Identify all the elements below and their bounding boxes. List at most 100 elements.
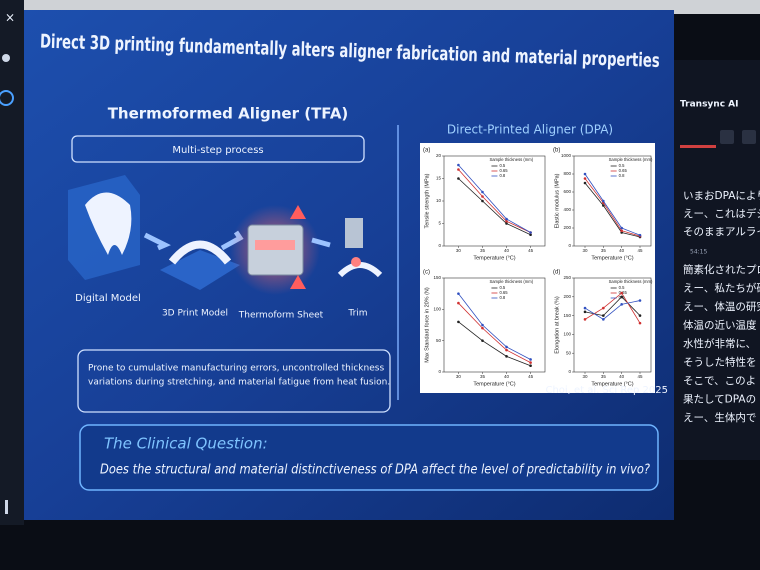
x-axis-label: Temperature (°C) bbox=[473, 255, 515, 261]
panel-label: (b) bbox=[553, 148, 560, 154]
series-line bbox=[458, 164, 531, 233]
transcript-line: えー、これはデジ bbox=[683, 207, 760, 220]
scroll-handle bbox=[5, 500, 8, 514]
panel-label: (d) bbox=[553, 270, 560, 276]
legend-label: 0.5 bbox=[619, 163, 625, 168]
x-tick-label: 35 bbox=[480, 374, 486, 379]
legend-label: 0.65 bbox=[619, 168, 628, 173]
data-point bbox=[583, 306, 587, 310]
series-line bbox=[458, 293, 531, 360]
data-point bbox=[529, 358, 532, 361]
transcript-line: 水性が非常に、 bbox=[683, 337, 756, 350]
arrow bbox=[311, 237, 331, 248]
transcript-line: 簡素化されたプロ bbox=[683, 263, 760, 276]
data-point bbox=[457, 320, 460, 324]
x-tick-label: 45 bbox=[637, 248, 643, 253]
x-tick-label: 30 bbox=[456, 248, 462, 253]
chart-group: (a) Tensile strength (MPa) Temperature (°C… bbox=[423, 148, 653, 388]
y-tick-label: 10 bbox=[436, 198, 442, 203]
x-tick-label: 30 bbox=[582, 248, 588, 253]
y-tick-label: 0 bbox=[568, 369, 571, 374]
process-box bbox=[71, 135, 365, 163]
data-point bbox=[583, 172, 587, 176]
y-tick-label: 400 bbox=[563, 207, 571, 212]
y-axis-label: Max Standard force in 20% (N) bbox=[424, 287, 430, 363]
thermoform-icon bbox=[230, 205, 320, 295]
y-tick-label: 800 bbox=[563, 171, 571, 176]
citation: Choi, et al. Sci Rep 2025 bbox=[545, 385, 668, 396]
y-tick-label: 15 bbox=[436, 176, 442, 181]
x-axis-label: Temperature (°C) bbox=[473, 381, 515, 387]
series-line bbox=[458, 169, 531, 233]
x-axis-label: Temperature (°C) bbox=[591, 381, 633, 387]
step-label: Digital Model bbox=[75, 293, 141, 304]
sidebar-title: Transync AI bbox=[680, 100, 738, 110]
series-line bbox=[458, 321, 531, 367]
x-tick-label: 45 bbox=[528, 248, 534, 253]
dpa-heading: Direct-Printed Aligner (DPA) bbox=[447, 123, 613, 137]
left-strip bbox=[0, 0, 24, 525]
data-point bbox=[505, 222, 508, 225]
data-point bbox=[505, 355, 508, 358]
legend-label: 0.65 bbox=[619, 290, 628, 295]
trim-icon bbox=[337, 218, 383, 278]
arrow bbox=[143, 232, 171, 251]
data-point bbox=[602, 306, 605, 310]
panel-label: (c) bbox=[423, 270, 430, 276]
data-point bbox=[457, 292, 460, 295]
pause-button[interactable] bbox=[720, 130, 734, 144]
legend-label: 0.65 bbox=[499, 168, 508, 173]
series-line bbox=[584, 182, 641, 238]
data-point bbox=[638, 314, 642, 317]
level-meter bbox=[680, 145, 716, 148]
data-point bbox=[457, 177, 460, 180]
question-label: The Clinical Question: bbox=[104, 435, 268, 453]
note-line: variations during stretching, and materi… bbox=[88, 378, 390, 388]
y-tick-label: 20 bbox=[436, 153, 442, 158]
data-point bbox=[505, 348, 508, 352]
transcript-line: そこで、このよ bbox=[683, 375, 756, 387]
question-box bbox=[79, 424, 659, 491]
series-line bbox=[584, 300, 641, 320]
user-icon[interactable] bbox=[2, 54, 10, 62]
legend-title: Sample thickness (mm) bbox=[489, 157, 533, 162]
y-tick-label: 0 bbox=[438, 243, 441, 248]
transcript-line: そのままアルライ bbox=[683, 226, 760, 238]
y-tick-label: 250 bbox=[563, 275, 571, 280]
data-point bbox=[602, 318, 605, 321]
data-point bbox=[638, 321, 642, 325]
panel-label: (a) bbox=[423, 148, 430, 154]
step-label: 3D Print Model bbox=[162, 309, 228, 319]
refresh-icon[interactable] bbox=[0, 90, 14, 106]
data-point bbox=[529, 364, 532, 368]
step-label: Thermoform Sheet bbox=[238, 311, 324, 321]
x-tick-label: 30 bbox=[456, 374, 462, 379]
data-point bbox=[505, 219, 508, 223]
note-box bbox=[77, 349, 391, 413]
figure-panel bbox=[420, 143, 655, 393]
data-point bbox=[529, 233, 532, 237]
y-tick-label: 1000 bbox=[561, 153, 572, 158]
transcript-line: えー、私たちが研 bbox=[683, 282, 760, 295]
data-point bbox=[620, 229, 623, 232]
y-tick-label: 50 bbox=[566, 350, 572, 355]
data-point bbox=[505, 345, 508, 349]
y-tick-label: 200 bbox=[563, 294, 571, 299]
model-icon bbox=[160, 240, 240, 290]
data-point bbox=[620, 226, 623, 230]
y-tick-label: 100 bbox=[433, 307, 441, 312]
y-tick-label: 200 bbox=[563, 225, 571, 230]
close-icon[interactable]: × bbox=[5, 11, 15, 25]
data-point bbox=[481, 326, 484, 330]
data-point bbox=[481, 190, 484, 194]
data-point bbox=[638, 299, 642, 302]
y-tick-label: 0 bbox=[438, 369, 441, 374]
transcript-line: えー、生体内で bbox=[683, 411, 756, 424]
data-point bbox=[457, 168, 460, 171]
note-line: Prone to cumulative manufacturing errors… bbox=[88, 364, 384, 374]
y-tick-label: 600 bbox=[563, 189, 571, 194]
stop-button[interactable] bbox=[742, 130, 756, 144]
series-line bbox=[458, 302, 531, 363]
transcript: 54:15 いまおDPAによりえー、これはデジそのままアルライ簡素化されたプロえー… bbox=[683, 190, 760, 424]
